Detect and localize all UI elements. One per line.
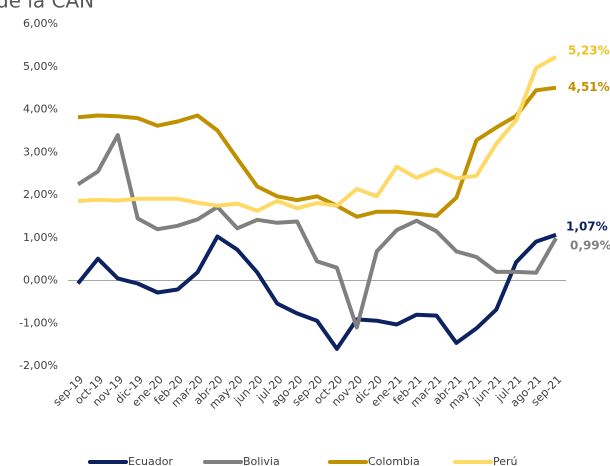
y-tick-label: 1,00% — [23, 231, 58, 244]
y-tick-label: 0,00% — [23, 274, 58, 287]
y-tick-label: 5,00% — [23, 60, 58, 73]
series-line — [76, 232, 557, 351]
y-tick-label: -2,00% — [19, 359, 58, 372]
y-tick-label: 3,00% — [23, 145, 58, 158]
y-tick-label: -1,00% — [19, 316, 58, 329]
value-label: 4,51% — [568, 80, 610, 94]
legend-label: Bolivia — [243, 455, 280, 466]
y-tick-label: 4,00% — [23, 103, 58, 116]
y-tick-label: 2,00% — [23, 188, 58, 201]
legend-label: Colombia — [368, 455, 420, 466]
value-label: 0,99% — [570, 239, 610, 253]
value-label: 1,07% — [566, 219, 608, 233]
chart-title: de la CAN — [0, 0, 94, 13]
legend-label: Perú — [493, 455, 518, 466]
y-tick-label: 6,00% — [23, 17, 58, 30]
legend-label: Ecuador — [128, 455, 173, 466]
value-label: 5,23% — [568, 43, 610, 57]
series-line — [77, 55, 557, 213]
series-line — [76, 133, 558, 330]
series-line — [77, 85, 557, 219]
